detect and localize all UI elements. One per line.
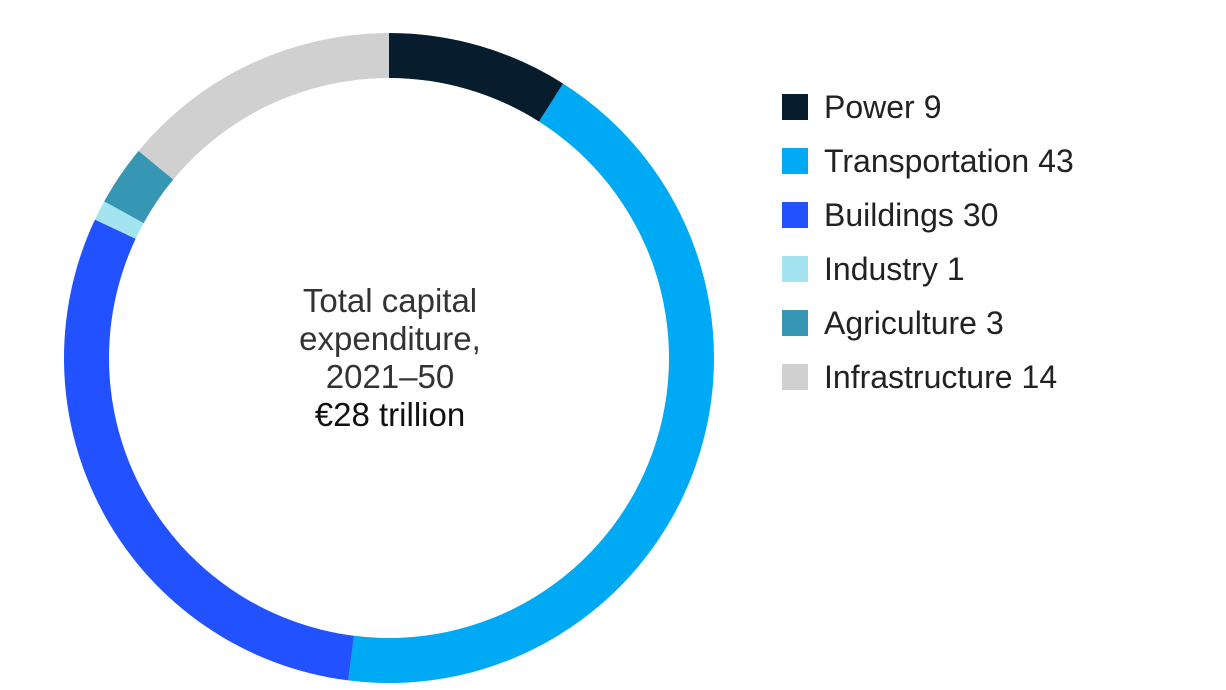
slice-power <box>389 33 564 122</box>
center-label: Total capital expenditure, 2021–50 €28 t… <box>230 282 550 434</box>
legend-label-buildings: Buildings <box>824 196 954 233</box>
slice-transportation <box>348 83 715 683</box>
legend-label-agriculture: Agriculture <box>824 304 977 341</box>
legend-item-transportation: Transportation 43 <box>782 134 1202 188</box>
legend-value-industry: 1 <box>946 250 965 287</box>
center-line-3: 2021–50 <box>325 358 455 395</box>
legend-value-agriculture: 3 <box>985 304 1004 341</box>
legend-label-transportation: Transportation <box>824 142 1030 179</box>
legend-swatch-infrastructure <box>782 364 808 390</box>
slice-buildings <box>63 219 354 681</box>
legend-swatch-agriculture <box>782 310 808 336</box>
legend-item-industry: Industry 1 <box>782 242 1202 296</box>
legend-item-infrastructure: Infrastructure 14 <box>782 350 1202 404</box>
legend-value-infrastructure: 14 <box>1021 358 1058 395</box>
legend-value-buildings: 30 <box>962 196 999 233</box>
legend-swatch-power <box>782 94 808 120</box>
legend-label-industry: Industry <box>824 250 938 287</box>
center-line-2: expenditure, <box>299 320 481 357</box>
center-line-1: Total capital <box>302 282 478 319</box>
legend-label-infrastructure: Infrastructure <box>824 358 1013 395</box>
legend-swatch-buildings <box>782 202 808 228</box>
legend-swatch-transportation <box>782 148 808 174</box>
legend-value-transportation: 43 <box>1038 142 1074 179</box>
center-total: €28 trillion <box>314 396 466 433</box>
slice-industry <box>94 201 144 239</box>
donut-slices <box>63 33 715 683</box>
legend-label-power: Power <box>824 88 915 125</box>
legend-item-agriculture: Agriculture 3 <box>782 296 1202 350</box>
legend-item-power: Power 9 <box>782 80 1202 134</box>
slice-infrastructure <box>138 33 389 180</box>
legend-swatch-industry <box>782 256 808 282</box>
legend-value-power: 9 <box>923 88 942 125</box>
legend: Power 9 Transportation 43 Buildings 30 I… <box>782 80 1202 404</box>
legend-item-buildings: Buildings 30 <box>782 188 1202 242</box>
slice-agriculture <box>104 150 174 224</box>
